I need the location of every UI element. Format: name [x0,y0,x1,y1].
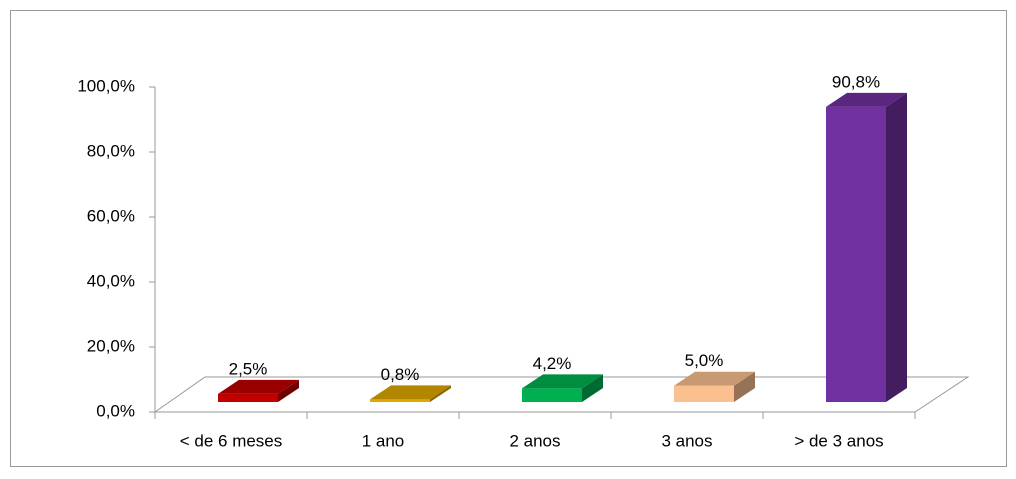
bar-side [734,371,755,402]
y-tick-label: 100,0% [77,76,135,95]
bar-side [278,379,299,402]
x-tick-label: 3 anos [661,431,712,450]
bar-side [886,92,907,403]
bar-top [218,379,299,394]
x-tick-label: < de 6 meses [180,431,283,450]
data-label: 4,2% [533,354,572,373]
bar [522,388,582,402]
bar [218,393,278,402]
y-tick-label: 40,0% [87,271,135,290]
bar-top [370,385,451,400]
y-tick-label: 20,0% [87,336,135,355]
bar-side [430,385,451,402]
x-tick-label: 1 ano [362,431,405,450]
bar [370,399,430,402]
y-tick-label: 60,0% [87,206,135,225]
data-label: 0,8% [381,365,420,384]
x-tick-label: 2 anos [509,431,560,450]
y-tick-label: 80,0% [87,141,135,160]
data-label: 2,5% [229,359,268,378]
bar [674,385,734,402]
bar-top [826,92,907,107]
bar-top [522,374,603,389]
x-tick-label: > de 3 anos [794,431,883,450]
y-tick-label: 0,0% [96,401,135,420]
bar-side [582,374,603,402]
data-label: 90,8% [832,72,880,91]
bar [826,106,886,403]
data-label: 5,0% [685,351,724,370]
bar-top [674,371,755,386]
